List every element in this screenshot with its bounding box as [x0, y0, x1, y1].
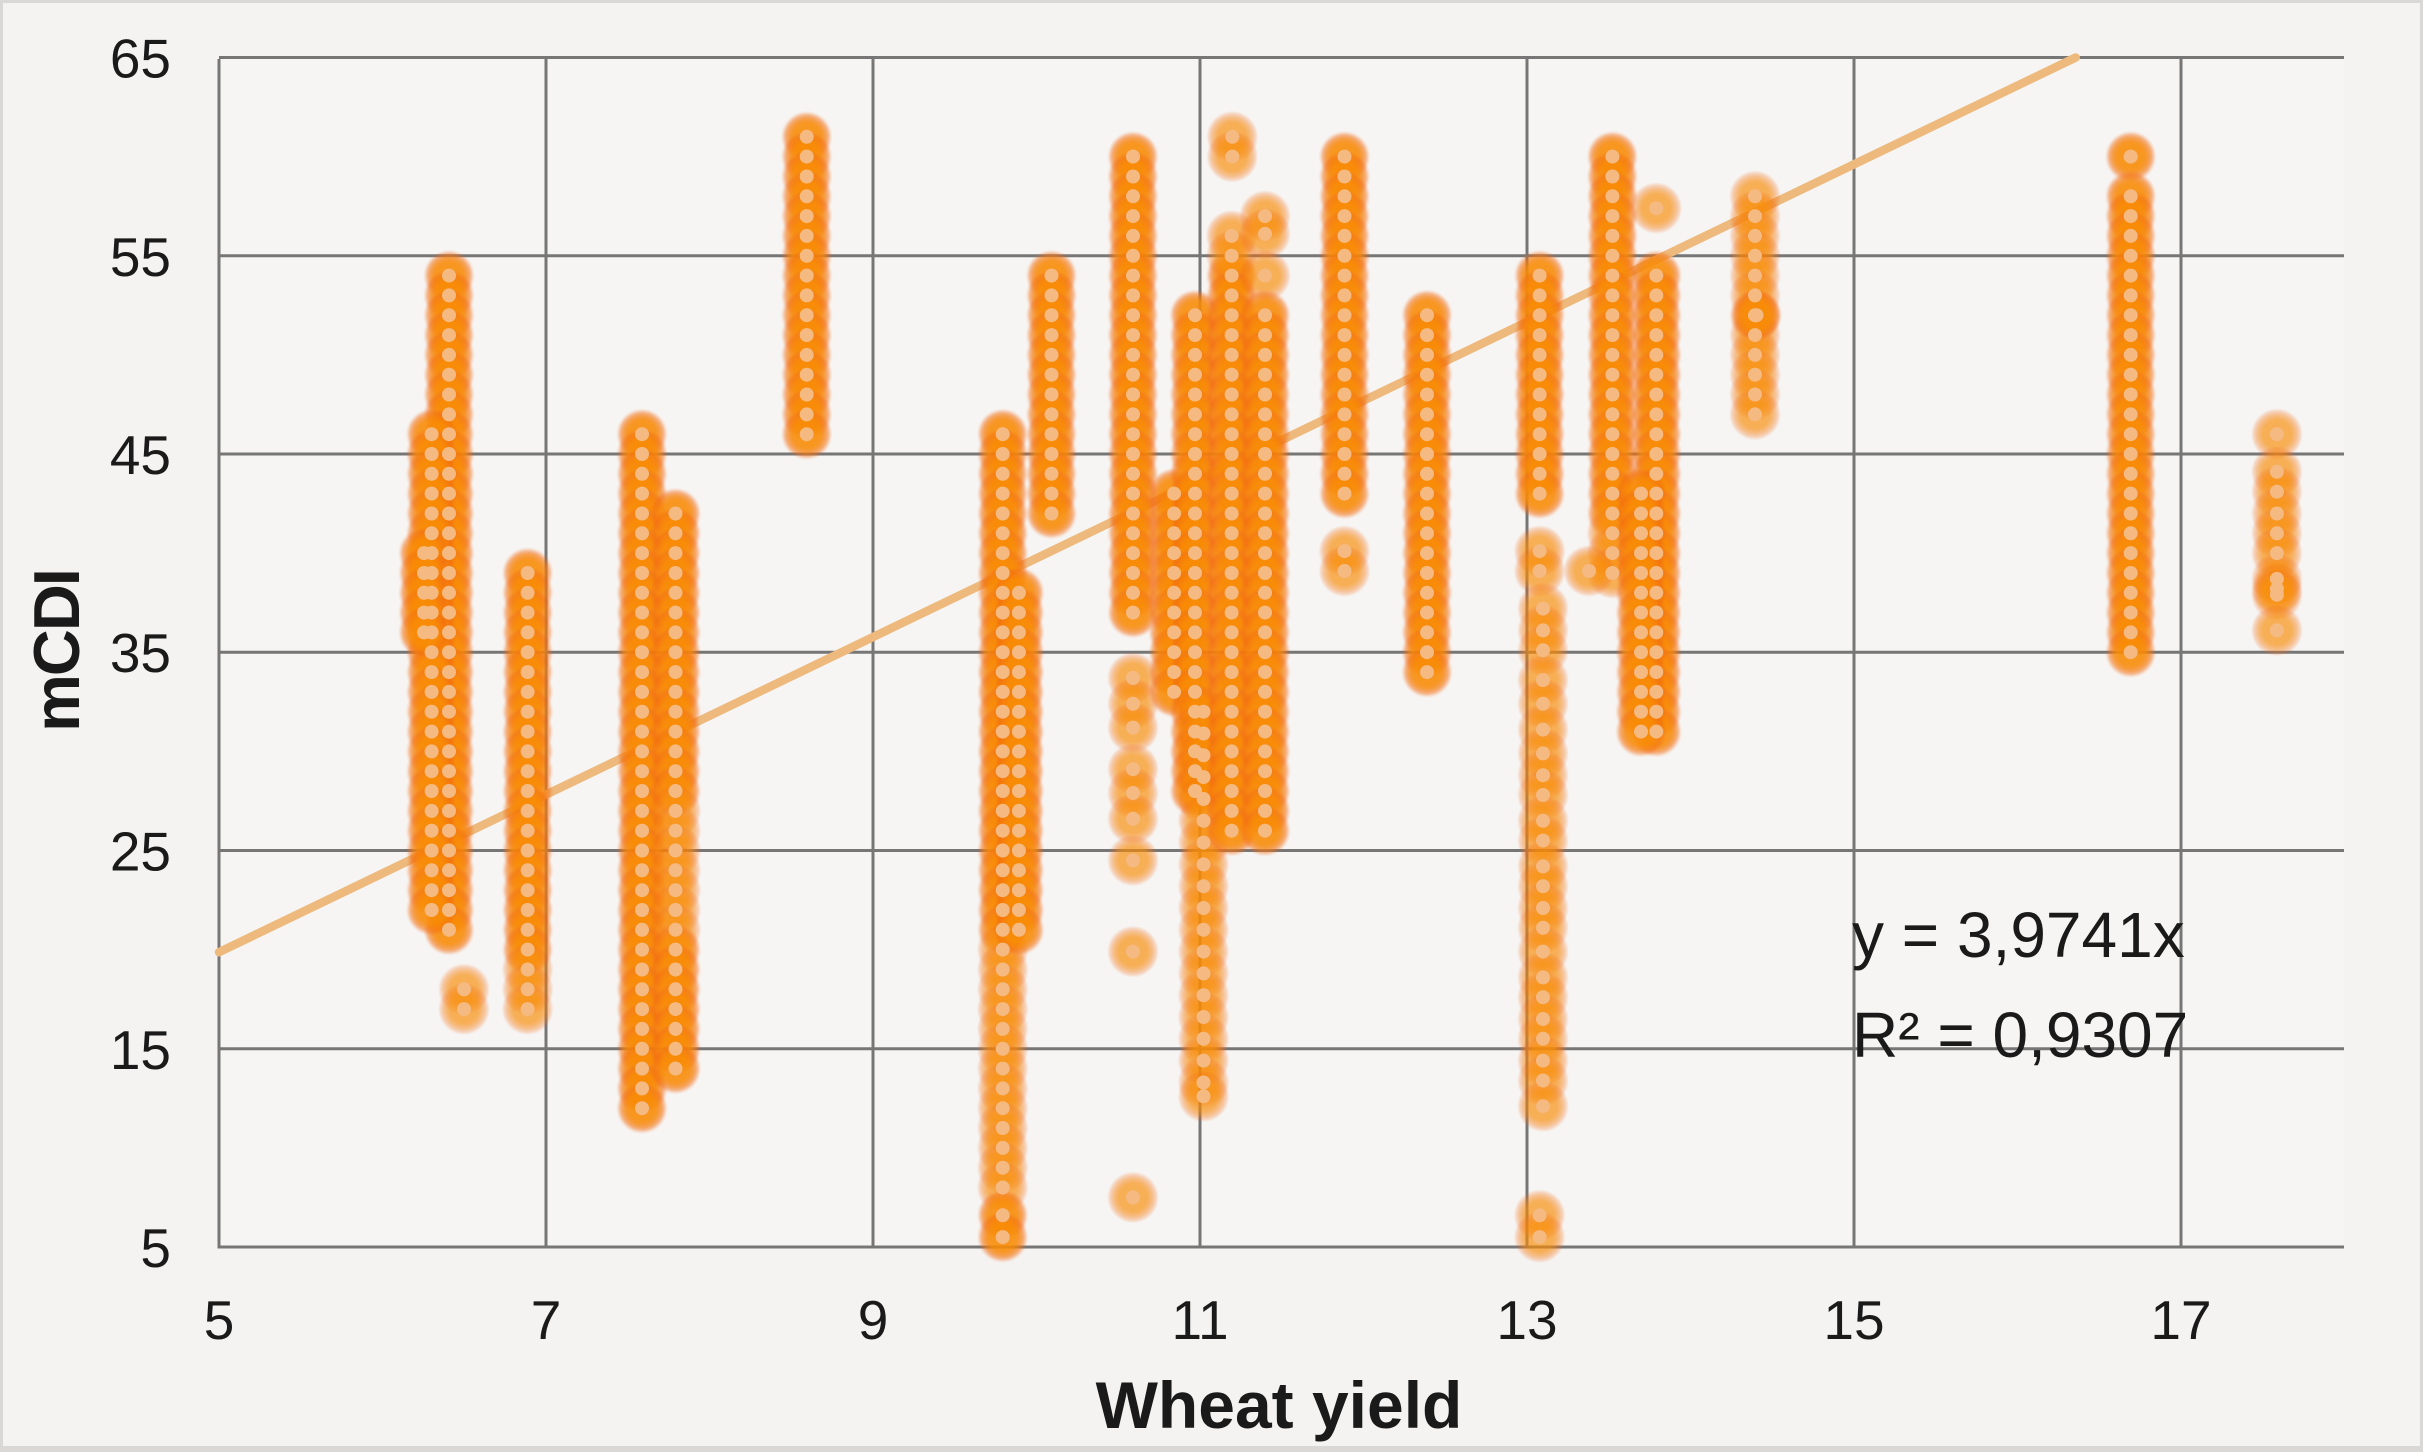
svg-text:R² = 0,9307: R² = 0,9307 [1852, 999, 2188, 1071]
svg-text:5: 5 [140, 1217, 171, 1279]
svg-text:65: 65 [110, 28, 171, 90]
svg-text:15: 15 [110, 1019, 171, 1081]
svg-text:mCDI: mCDI [20, 570, 93, 732]
svg-text:55: 55 [110, 226, 171, 288]
svg-text:15: 15 [1823, 1289, 1884, 1351]
svg-text:Wheat yield: Wheat yield [1096, 1368, 1463, 1442]
svg-text:13: 13 [1496, 1289, 1557, 1351]
svg-text:7: 7 [531, 1289, 562, 1351]
svg-text:45: 45 [110, 424, 171, 486]
svg-text:25: 25 [110, 821, 171, 883]
svg-text:y = 3,9741x: y = 3,9741x [1852, 899, 2185, 971]
svg-text:35: 35 [110, 622, 171, 684]
svg-text:9: 9 [858, 1289, 889, 1351]
svg-text:5: 5 [204, 1289, 235, 1351]
svg-text:17: 17 [2150, 1289, 2211, 1351]
svg-text:11: 11 [1171, 1289, 1228, 1351]
